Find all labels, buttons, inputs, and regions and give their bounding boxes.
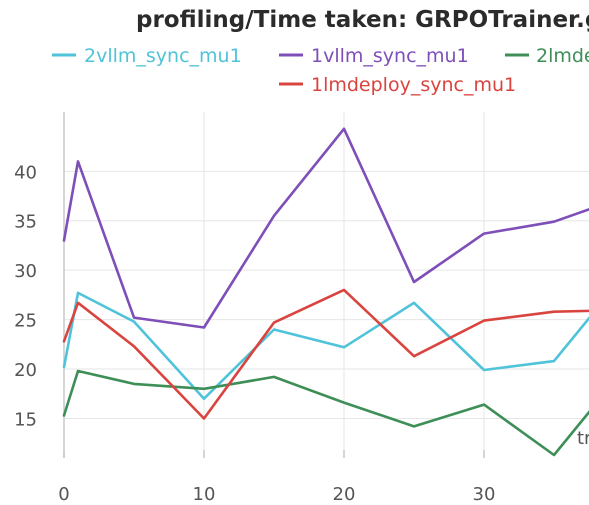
x-tick-label: 30 [473, 484, 496, 505]
x-tick-label: 20 [333, 484, 356, 505]
legend-label-1lmdeploy: 1lmdeploy_sync_mu1 [311, 74, 516, 96]
y-tick-label: 15 [14, 409, 37, 430]
y-tick-label: 30 [14, 261, 37, 282]
series-line-2vllm-sync-mu1[interactable] [62, 291, 589, 401]
x-tick-label: 10 [193, 484, 216, 505]
y-tick-label: 20 [14, 360, 37, 381]
x-ticks: 0 10 20 30 [58, 450, 495, 505]
x-axis-title-partial: tr [577, 428, 589, 449]
legend-label-2vllm: 2vllm_sync_mu1 [84, 45, 242, 67]
series-line-1lmdeploy-sync-mu1[interactable] [62, 288, 589, 420]
series-line-1vllm-sync-mu1[interactable] [62, 127, 589, 329]
legend-item-2vllm[interactable]: 2vllm_sync_mu1 [52, 45, 242, 67]
series-line-2lmdeploy-sync-mu1[interactable] [62, 369, 589, 457]
x-tick-label: 0 [58, 484, 69, 505]
series-lines [62, 127, 589, 457]
legend-item-2lmdeploy[interactable]: 2lmde [505, 45, 589, 67]
grid [63, 112, 589, 458]
legend-item-1lmdeploy[interactable]: 1lmdeploy_sync_mu1 [279, 74, 516, 96]
y-tick-label: 40 [14, 162, 37, 183]
legend-item-1vllm[interactable]: 1vllm_sync_mu1 [279, 45, 469, 67]
legend: 2vllm_sync_mu1 1vllm_sync_mu1 2lmde 1lmd… [52, 45, 589, 96]
y-ticks: 15 20 25 30 35 40 [14, 162, 37, 430]
legend-label-1vllm: 1vllm_sync_mu1 [311, 45, 469, 67]
chart-title: profiling/Time taken: GRPOTrainer.ge [136, 7, 589, 33]
y-tick-label: 35 [14, 212, 37, 233]
legend-label-2lmdeploy: 2lmde [536, 45, 589, 67]
y-tick-label: 25 [14, 311, 37, 332]
